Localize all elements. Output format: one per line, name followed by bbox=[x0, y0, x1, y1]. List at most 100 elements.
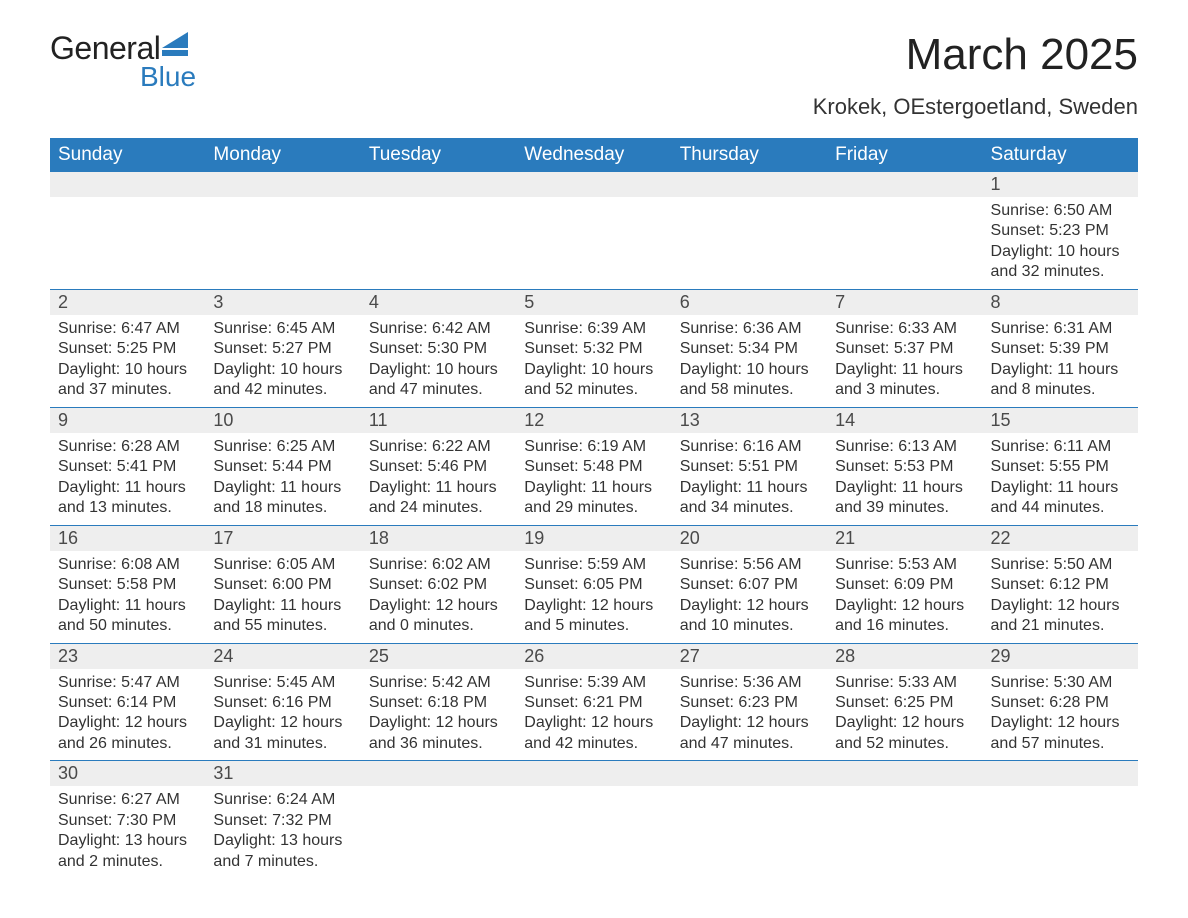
daylight-line1: Daylight: 10 hours bbox=[213, 360, 352, 380]
empty-day-number bbox=[516, 761, 671, 786]
day-cell: 4Sunrise: 6:42 AMSunset: 5:30 PMDaylight… bbox=[361, 289, 516, 407]
day-number: 21 bbox=[827, 526, 982, 551]
day-number: 1 bbox=[983, 172, 1138, 197]
sunset-text: Sunset: 5:27 PM bbox=[213, 339, 352, 359]
day-content: Sunrise: 6:24 AMSunset: 7:32 PMDaylight:… bbox=[205, 786, 360, 878]
day-number: 24 bbox=[205, 644, 360, 669]
daylight-line1: Daylight: 10 hours bbox=[524, 360, 663, 380]
sunrise-text: Sunrise: 5:36 AM bbox=[680, 673, 819, 693]
week-row: 2Sunrise: 6:47 AMSunset: 5:25 PMDaylight… bbox=[50, 289, 1138, 407]
daylight-line2: and 16 minutes. bbox=[835, 616, 974, 636]
daylight-line2: and 32 minutes. bbox=[991, 262, 1130, 282]
sunrise-text: Sunrise: 5:47 AM bbox=[58, 673, 197, 693]
day-cell: 16Sunrise: 6:08 AMSunset: 5:58 PMDayligh… bbox=[50, 525, 205, 643]
daylight-line2: and 55 minutes. bbox=[213, 616, 352, 636]
day-number: 12 bbox=[516, 408, 671, 433]
day-cell: 23Sunrise: 5:47 AMSunset: 6:14 PMDayligh… bbox=[50, 643, 205, 761]
sunrise-text: Sunrise: 6:25 AM bbox=[213, 437, 352, 457]
week-row: 16Sunrise: 6:08 AMSunset: 5:58 PMDayligh… bbox=[50, 525, 1138, 643]
sunset-text: Sunset: 5:51 PM bbox=[680, 457, 819, 477]
empty-day-number bbox=[516, 172, 671, 197]
weekday-header: Wednesday bbox=[516, 138, 671, 172]
sunset-text: Sunset: 5:23 PM bbox=[991, 221, 1130, 241]
sunrise-text: Sunrise: 5:56 AM bbox=[680, 555, 819, 575]
daylight-line2: and 10 minutes. bbox=[680, 616, 819, 636]
day-cell: 24Sunrise: 5:45 AMSunset: 6:16 PMDayligh… bbox=[205, 643, 360, 761]
day-cell: 20Sunrise: 5:56 AMSunset: 6:07 PMDayligh… bbox=[672, 525, 827, 643]
daylight-line1: Daylight: 12 hours bbox=[369, 596, 508, 616]
day-cell: 6Sunrise: 6:36 AMSunset: 5:34 PMDaylight… bbox=[672, 289, 827, 407]
day-number: 16 bbox=[50, 526, 205, 551]
day-cell: 31Sunrise: 6:24 AMSunset: 7:32 PMDayligh… bbox=[205, 761, 360, 878]
sunrise-text: Sunrise: 6:16 AM bbox=[680, 437, 819, 457]
week-row: 23Sunrise: 5:47 AMSunset: 6:14 PMDayligh… bbox=[50, 643, 1138, 761]
sunrise-text: Sunrise: 6:13 AM bbox=[835, 437, 974, 457]
day-cell bbox=[516, 761, 671, 878]
daylight-line1: Daylight: 13 hours bbox=[58, 831, 197, 851]
day-content: Sunrise: 6:13 AMSunset: 5:53 PMDaylight:… bbox=[827, 433, 982, 525]
day-number: 17 bbox=[205, 526, 360, 551]
daylight-line2: and 13 minutes. bbox=[58, 498, 197, 518]
day-cell: 28Sunrise: 5:33 AMSunset: 6:25 PMDayligh… bbox=[827, 643, 982, 761]
weekday-header: Saturday bbox=[983, 138, 1138, 172]
day-number: 6 bbox=[672, 290, 827, 315]
sunset-text: Sunset: 7:30 PM bbox=[58, 811, 197, 831]
day-number: 4 bbox=[361, 290, 516, 315]
day-content: Sunrise: 6:11 AMSunset: 5:55 PMDaylight:… bbox=[983, 433, 1138, 525]
daylight-line1: Daylight: 10 hours bbox=[58, 360, 197, 380]
day-cell: 27Sunrise: 5:36 AMSunset: 6:23 PMDayligh… bbox=[672, 643, 827, 761]
day-content: Sunrise: 6:50 AMSunset: 5:23 PMDaylight:… bbox=[983, 197, 1138, 289]
daylight-line1: Daylight: 12 hours bbox=[524, 596, 663, 616]
day-cell: 14Sunrise: 6:13 AMSunset: 5:53 PMDayligh… bbox=[827, 407, 982, 525]
day-content: Sunrise: 6:28 AMSunset: 5:41 PMDaylight:… bbox=[50, 433, 205, 525]
day-number: 18 bbox=[361, 526, 516, 551]
daylight-line1: Daylight: 10 hours bbox=[991, 242, 1130, 262]
sunset-text: Sunset: 5:48 PM bbox=[524, 457, 663, 477]
day-number: 8 bbox=[983, 290, 1138, 315]
sunset-text: Sunset: 5:37 PM bbox=[835, 339, 974, 359]
day-content: Sunrise: 5:42 AMSunset: 6:18 PMDaylight:… bbox=[361, 669, 516, 761]
daylight-line2: and 57 minutes. bbox=[991, 734, 1130, 754]
sunrise-text: Sunrise: 6:08 AM bbox=[58, 555, 197, 575]
daylight-line2: and 37 minutes. bbox=[58, 380, 197, 400]
daylight-line1: Daylight: 11 hours bbox=[58, 478, 197, 498]
day-content: Sunrise: 6:27 AMSunset: 7:30 PMDaylight:… bbox=[50, 786, 205, 878]
daylight-line1: Daylight: 12 hours bbox=[991, 596, 1130, 616]
day-content: Sunrise: 6:22 AMSunset: 5:46 PMDaylight:… bbox=[361, 433, 516, 525]
daylight-line2: and 31 minutes. bbox=[213, 734, 352, 754]
sunset-text: Sunset: 5:32 PM bbox=[524, 339, 663, 359]
day-content: Sunrise: 6:31 AMSunset: 5:39 PMDaylight:… bbox=[983, 315, 1138, 407]
empty-day-content bbox=[672, 786, 827, 864]
sunset-text: Sunset: 6:00 PM bbox=[213, 575, 352, 595]
day-number: 13 bbox=[672, 408, 827, 433]
calendar-table: Sunday Monday Tuesday Wednesday Thursday… bbox=[50, 138, 1138, 878]
daylight-line2: and 47 minutes. bbox=[369, 380, 508, 400]
sunset-text: Sunset: 5:34 PM bbox=[680, 339, 819, 359]
sunrise-text: Sunrise: 6:02 AM bbox=[369, 555, 508, 575]
week-row: 30Sunrise: 6:27 AMSunset: 7:30 PMDayligh… bbox=[50, 761, 1138, 878]
empty-day-content bbox=[205, 197, 360, 275]
daylight-line1: Daylight: 13 hours bbox=[213, 831, 352, 851]
day-content: Sunrise: 6:39 AMSunset: 5:32 PMDaylight:… bbox=[516, 315, 671, 407]
sunrise-text: Sunrise: 6:22 AM bbox=[369, 437, 508, 457]
day-number: 19 bbox=[516, 526, 671, 551]
day-cell: 30Sunrise: 6:27 AMSunset: 7:30 PMDayligh… bbox=[50, 761, 205, 878]
sunrise-text: Sunrise: 6:42 AM bbox=[369, 319, 508, 339]
daylight-line1: Daylight: 12 hours bbox=[680, 596, 819, 616]
day-cell: 19Sunrise: 5:59 AMSunset: 6:05 PMDayligh… bbox=[516, 525, 671, 643]
sunset-text: Sunset: 6:05 PM bbox=[524, 575, 663, 595]
daylight-line1: Daylight: 11 hours bbox=[524, 478, 663, 498]
sunset-text: Sunset: 6:21 PM bbox=[524, 693, 663, 713]
header: General Blue March 2025 Krokek, OEstergo… bbox=[50, 20, 1138, 120]
sunrise-text: Sunrise: 5:42 AM bbox=[369, 673, 508, 693]
day-cell: 8Sunrise: 6:31 AMSunset: 5:39 PMDaylight… bbox=[983, 289, 1138, 407]
daylight-line2: and 34 minutes. bbox=[680, 498, 819, 518]
sunrise-text: Sunrise: 5:30 AM bbox=[991, 673, 1130, 693]
daylight-line2: and 47 minutes. bbox=[680, 734, 819, 754]
day-cell bbox=[827, 172, 982, 289]
day-content: Sunrise: 5:45 AMSunset: 6:16 PMDaylight:… bbox=[205, 669, 360, 761]
day-cell: 5Sunrise: 6:39 AMSunset: 5:32 PMDaylight… bbox=[516, 289, 671, 407]
daylight-line2: and 2 minutes. bbox=[58, 852, 197, 872]
daylight-line2: and 42 minutes. bbox=[213, 380, 352, 400]
location-text: Krokek, OEstergoetland, Sweden bbox=[813, 94, 1138, 120]
